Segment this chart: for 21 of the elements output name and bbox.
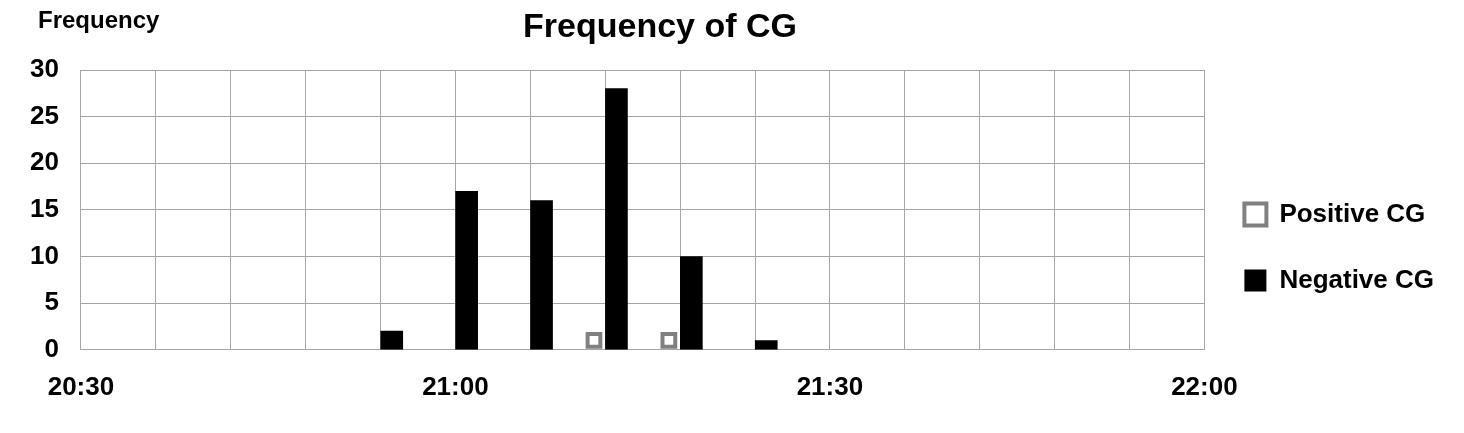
x-tick-label: 20:30 xyxy=(47,370,115,401)
chart-title: Frequency of CG xyxy=(523,6,797,44)
y-axis-title: Frequency xyxy=(38,6,160,34)
bar xyxy=(680,256,703,350)
legend-label: Negative CG xyxy=(1279,263,1435,294)
x-tick-label: 22:00 xyxy=(1171,370,1238,401)
x-tick-label: 21:00 xyxy=(422,370,489,401)
y-tick-label: 10 xyxy=(30,239,59,270)
legend-label: Positive CG xyxy=(1279,197,1426,228)
bar xyxy=(530,200,553,350)
y-tick-label: 5 xyxy=(44,286,59,317)
bar xyxy=(380,330,404,350)
x-tick-label: 21:30 xyxy=(796,370,864,401)
y-tick-label: 15 xyxy=(30,193,59,224)
y-tick-label: 25 xyxy=(30,99,59,130)
y-tick-label: 0 xyxy=(44,332,59,363)
y-tick-label: 20 xyxy=(30,146,59,177)
y-tick-label: 30 xyxy=(30,53,59,84)
bar xyxy=(754,340,778,350)
bar xyxy=(605,88,628,350)
bar xyxy=(455,190,478,350)
